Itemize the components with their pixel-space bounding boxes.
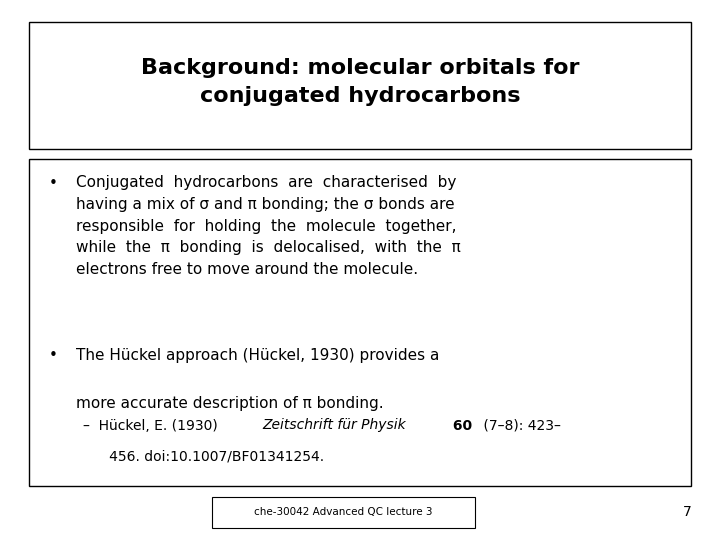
Text: •: • (49, 176, 58, 191)
FancyBboxPatch shape (212, 497, 475, 528)
Text: •: • (49, 348, 58, 363)
Text: 7: 7 (683, 505, 692, 519)
Text: The Hückel approach (Hückel, 1930) provides a: The Hückel approach (Hückel, 1930) provi… (76, 348, 439, 363)
Text: che-30042 Advanced QC lecture 3: che-30042 Advanced QC lecture 3 (254, 508, 433, 517)
Text: 60: 60 (448, 418, 472, 433)
Text: Conjugated  hydrocarbons  are  characterised  by
having a mix of σ and π bonding: Conjugated hydrocarbons are characterise… (76, 176, 460, 277)
Text: Zeitschrift für Physik: Zeitschrift für Physik (262, 418, 406, 433)
Text: Background: molecular orbitals for
conjugated hydrocarbons: Background: molecular orbitals for conju… (140, 58, 580, 106)
FancyBboxPatch shape (29, 22, 691, 148)
Text: more accurate description of π bonding.: more accurate description of π bonding. (76, 396, 383, 411)
Text: 456. doi:10.1007/BF01341254.: 456. doi:10.1007/BF01341254. (96, 450, 324, 464)
Text: (7–8): 423–: (7–8): 423– (479, 418, 561, 433)
FancyBboxPatch shape (29, 159, 691, 486)
Text: –  Hückel, E. (1930): – Hückel, E. (1930) (83, 418, 222, 433)
